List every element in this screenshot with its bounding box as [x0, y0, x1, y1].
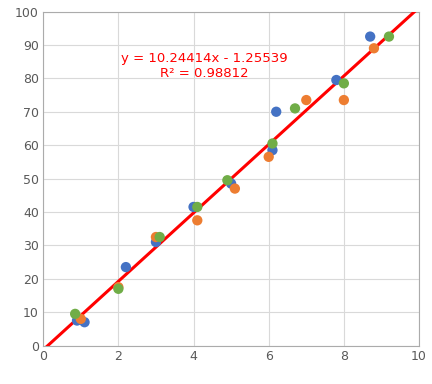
Point: [269, 141, 276, 147]
Point: [81, 319, 88, 325]
Point: [228, 180, 235, 187]
Point: [303, 97, 310, 103]
Point: [194, 217, 201, 223]
Point: [367, 33, 374, 40]
Point: [273, 109, 280, 115]
Point: [152, 239, 159, 245]
Point: [333, 77, 340, 83]
Point: [156, 234, 163, 240]
Point: [232, 185, 238, 192]
Point: [194, 204, 201, 210]
Point: [115, 284, 122, 290]
Point: [77, 316, 84, 322]
Point: [269, 147, 276, 153]
Point: [152, 234, 159, 240]
Point: [265, 154, 272, 160]
Point: [224, 177, 231, 183]
Point: [292, 105, 299, 111]
Point: [72, 311, 79, 317]
Point: [371, 45, 378, 51]
Point: [340, 97, 347, 103]
Point: [340, 80, 347, 86]
Point: [190, 204, 197, 210]
Point: [122, 264, 129, 270]
Point: [73, 318, 80, 324]
Point: [115, 286, 122, 292]
Point: [385, 33, 392, 40]
Text: y = 10.24414x - 1.25539
R² = 0.98812: y = 10.24414x - 1.25539 R² = 0.98812: [121, 51, 288, 79]
